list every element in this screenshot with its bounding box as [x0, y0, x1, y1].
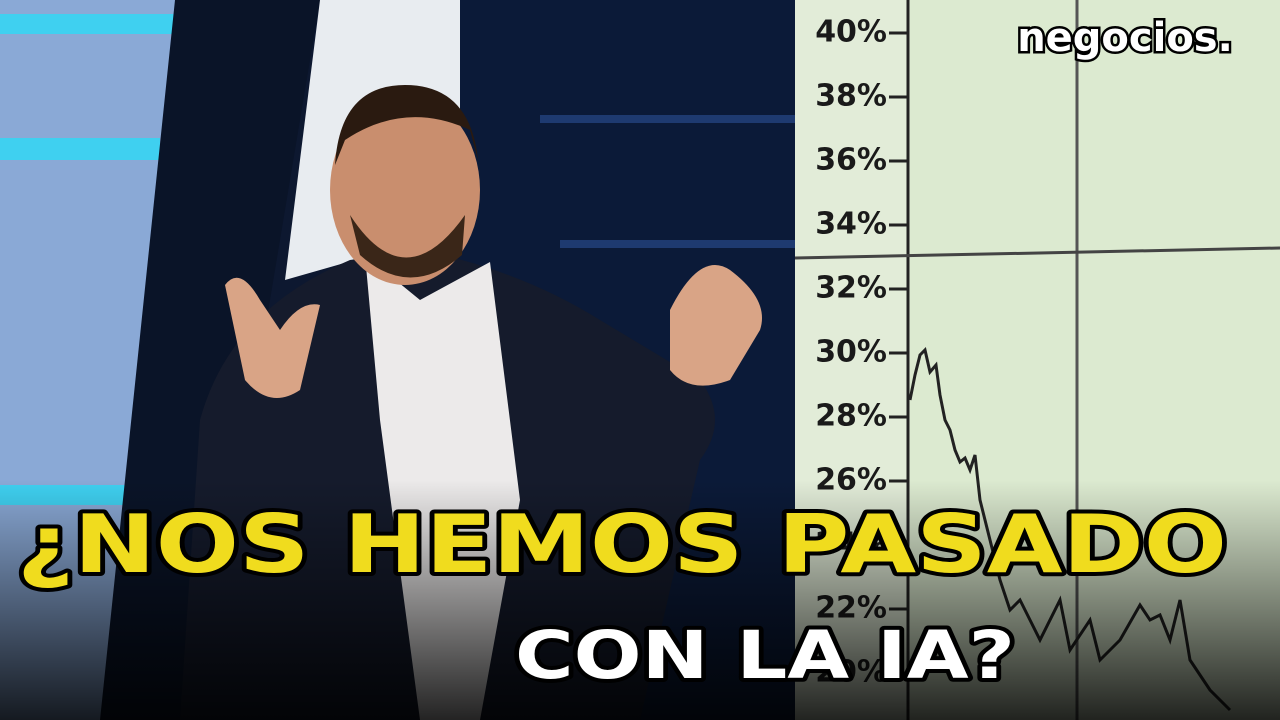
tick-label: 28%: [815, 399, 887, 434]
screen-line: [540, 115, 795, 123]
tick-label: 30%: [815, 335, 887, 370]
tick-label: 34%: [815, 207, 887, 242]
headline-line1: ¿NOS HEMOS PASADO: [17, 498, 1227, 591]
tick-label: 38%: [815, 79, 887, 114]
screen-line: [560, 240, 795, 248]
stripe: [0, 138, 160, 160]
shade: [0, 480, 1280, 720]
grid-line: [794, 246, 1280, 260]
tick-label: 32%: [815, 271, 887, 306]
logo: negocios.: [1017, 15, 1233, 61]
tick-label: 36%: [815, 143, 887, 178]
tick-label: 40%: [815, 15, 887, 50]
headline-line2: CON LA IA?: [515, 617, 1015, 694]
stripe: [0, 14, 175, 34]
